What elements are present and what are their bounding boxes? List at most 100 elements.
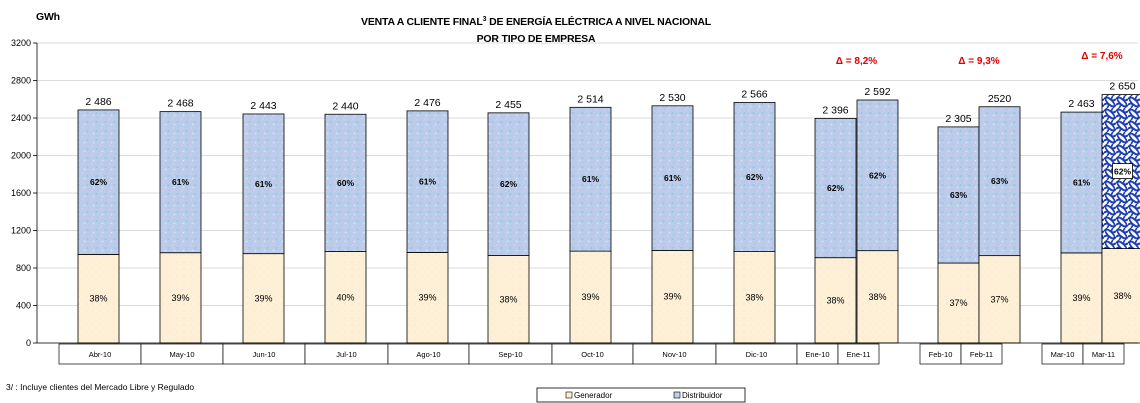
delta-label: Δ = 8,2% (836, 56, 877, 67)
legend: Generador Distribuidor (536, 387, 746, 403)
legend-label-distribuidor: Distribuidor (682, 391, 723, 400)
category-label: Mar-11 (1092, 350, 1115, 359)
legend-swatch-generador (565, 391, 573, 399)
total-label: 2 305 (945, 113, 971, 125)
total-label: 2 463 (1068, 98, 1094, 110)
category-label: Sep-10 (498, 350, 522, 359)
bar-distribuidor (487, 112, 530, 256)
pct-generador: 39% (1072, 293, 1090, 303)
bar-distribuidor (978, 106, 1021, 257)
category-label: Jun-10 (253, 350, 276, 359)
bar-group: 2520 63% 37% (978, 93, 1021, 344)
bar-distribuidor (324, 113, 367, 252)
category-label: Nov-10 (662, 350, 686, 359)
bar-distribuidor (1060, 111, 1103, 254)
pct-distribuidor: 61% (1073, 178, 1090, 188)
bar-group: 2 463 61% 39% (1060, 98, 1103, 344)
bar-group: 2 440 60% 40% (324, 100, 367, 344)
bar-generador (1060, 252, 1103, 344)
bar-group: 2 396 62% 38% (814, 104, 857, 344)
category-label: Ago-10 (416, 350, 440, 359)
bar-group: 2 486 62% 38% (77, 96, 120, 344)
pct-generador: 37% (949, 298, 967, 308)
total-label: 2 468 (167, 98, 193, 110)
bar-group: 2 566 62% 38% (733, 88, 776, 344)
chart-title-line2: POR TIPO DE EMPRESA (477, 33, 596, 45)
pct-distribuidor: 63% (991, 176, 1008, 186)
y-tick-label: 0 (26, 338, 31, 348)
total-label: 2 476 (414, 97, 440, 109)
y-axis-ticks: 0 400 800 1200 1600 2000 2400 2800 3200 (11, 38, 38, 348)
bar-generador (733, 251, 776, 344)
category-cell (1082, 343, 1125, 365)
pct-generador: 39% (663, 292, 681, 302)
category-label: Feb-10 (929, 350, 953, 359)
bar-distribuidor (856, 99, 899, 252)
total-label: 2 592 (864, 86, 890, 98)
x-axis-categories: Abr-10 May-10 Jun-10 Jul-10 Ago-10 Sep-10 Oct-… (37, 342, 1138, 365)
bar-distribuidor (77, 109, 120, 255)
bar-generador (406, 252, 449, 344)
legend-swatch-distribuidor (673, 391, 681, 399)
pct-distribuidor: 62% (827, 183, 844, 193)
pct-distribuidor: 62% (746, 172, 763, 182)
bar-group: 2 305 63% 37% (937, 113, 980, 344)
pct-generador: 39% (581, 292, 599, 302)
legend-label-generador: Generador (574, 391, 613, 400)
pct-distribuidor: 62% (869, 170, 886, 180)
bar-distribuidor (569, 106, 612, 252)
bar-group: 2 443 61% 39% (242, 100, 285, 344)
bar-distribuidor (242, 113, 285, 255)
y-tick-label: 1600 (11, 188, 31, 198)
pct-distribuidor: 60% (337, 178, 354, 188)
pct-distribuidor: 61% (664, 173, 681, 183)
total-label: 2 514 (577, 93, 603, 105)
category-label: Oct-10 (581, 350, 604, 359)
pct-distribuidor: 62% (500, 179, 517, 189)
bar-distribuidor (937, 126, 980, 264)
bar-distribuidor (733, 102, 776, 252)
category-label: May-10 (169, 350, 194, 359)
bar-group: 2 530 61% 39% (651, 92, 694, 344)
pct-distribuidor: 61% (172, 177, 189, 187)
category-cell (837, 343, 880, 365)
bar-generador (242, 253, 285, 344)
pct-generador: 38% (499, 294, 517, 304)
y-tick-label: 2800 (11, 76, 31, 86)
total-label: 2 396 (822, 104, 848, 116)
pct-generador: 39% (418, 293, 436, 303)
bars: 2 486 62% 38% 2 468 61% 39% 2 443 61% 39% 2 440 60… (77, 81, 1140, 344)
y-tick-label: 3200 (11, 38, 31, 48)
bar-generador (978, 255, 1021, 344)
delta-label: Δ = 9,3% (958, 56, 999, 67)
pct-generador: 38% (1113, 291, 1131, 301)
pct-generador: 39% (171, 293, 189, 303)
category-label: Mar-10 (1051, 350, 1075, 359)
category-label: Ene-11 (847, 350, 871, 359)
pct-distribuidor: 61% (419, 177, 436, 187)
pct-distribuidor: 62% (90, 177, 107, 187)
pct-generador: 38% (868, 292, 886, 302)
y-axis-label: GWh (36, 11, 60, 23)
bar-group: 2 650 62% 38% (1101, 81, 1140, 344)
y-tick-label: 800 (16, 263, 31, 273)
pct-distribuidor: 61% (255, 179, 272, 189)
total-label: 2 566 (741, 88, 767, 100)
total-label: 2 530 (659, 92, 685, 104)
bar-distribuidor (814, 117, 857, 259)
delta-label: Δ = 7,6% (1081, 51, 1122, 62)
pct-generador: 38% (89, 294, 107, 304)
category-label: Dic-10 (746, 350, 768, 359)
bar-group: 2 514 61% 39% (569, 93, 612, 344)
y-tick-label: 2400 (11, 113, 31, 123)
pct-generador: 38% (826, 295, 844, 305)
bar-group: 2 476 61% 39% (406, 97, 449, 344)
bar-generador (856, 250, 899, 344)
pct-distribuidor: 63% (950, 190, 967, 200)
bar-generador (651, 250, 694, 344)
pct-box (1112, 163, 1133, 179)
pct-generador: 39% (254, 293, 272, 303)
pct-distribuidor: 62% (1114, 167, 1131, 177)
